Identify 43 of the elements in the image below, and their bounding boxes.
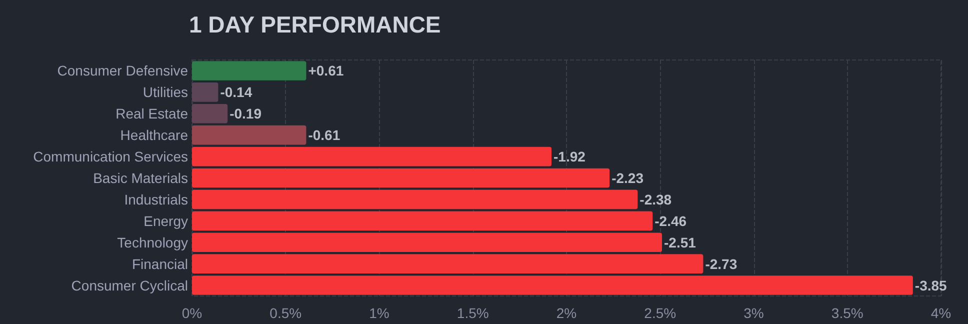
x-tick-label: 4% [930, 305, 952, 321]
y-tick-label: Consumer Cyclical [71, 277, 188, 294]
bar [192, 82, 218, 102]
annotation: -0.14 [220, 84, 252, 100]
x-tick-label: 0.5% [270, 305, 302, 321]
bar [192, 146, 552, 166]
bar [192, 232, 662, 252]
y-tick-label: Financial [132, 256, 188, 272]
y-tick-label: Basic Materials [93, 170, 188, 186]
annotation: -2.23 [612, 170, 644, 186]
bar [192, 61, 306, 80]
bar [192, 104, 228, 124]
bar [192, 254, 704, 274]
bar [192, 125, 306, 145]
annotation: -2.46 [654, 212, 687, 229]
annotation: -2.73 [705, 256, 738, 272]
annotation: -2.51 [664, 234, 696, 250]
y-tick-label: Technology [117, 234, 188, 250]
x-tick-label: 1.5% [456, 305, 489, 321]
annotation: -2.38 [640, 191, 672, 208]
y-tick-label: Healthcare [120, 127, 188, 144]
y-tick-label: Communication Services [33, 148, 188, 165]
x-tick-label: 0% [182, 305, 202, 321]
y-tick-label: Utilities [142, 84, 188, 100]
chart-title: 1 DAY PERFORMANCE [189, 12, 441, 38]
y-tick-label: Real Estate [116, 106, 188, 122]
x-tick-label: 2.5% [644, 305, 676, 321]
annotation: -3.85 [914, 277, 948, 294]
annotation: -0.19 [230, 106, 262, 122]
y-tick-label: Consumer Defensive [57, 62, 188, 79]
y-tick-label: Industrials [124, 191, 188, 208]
annotation: +0.61 [308, 62, 344, 79]
annotation: -0.61 [308, 127, 340, 144]
bar [192, 211, 653, 231]
x-tick-label: 3% [744, 305, 764, 321]
annotation: -1.92 [554, 148, 586, 165]
bar [192, 168, 610, 188]
bar [192, 190, 638, 210]
x-tick-label: 1% [369, 305, 390, 321]
x-tick-label: 2% [556, 305, 577, 321]
x-tick-label: 3.5% [831, 305, 864, 321]
y-tick-label: Energy [144, 212, 188, 229]
bar [192, 276, 913, 295]
